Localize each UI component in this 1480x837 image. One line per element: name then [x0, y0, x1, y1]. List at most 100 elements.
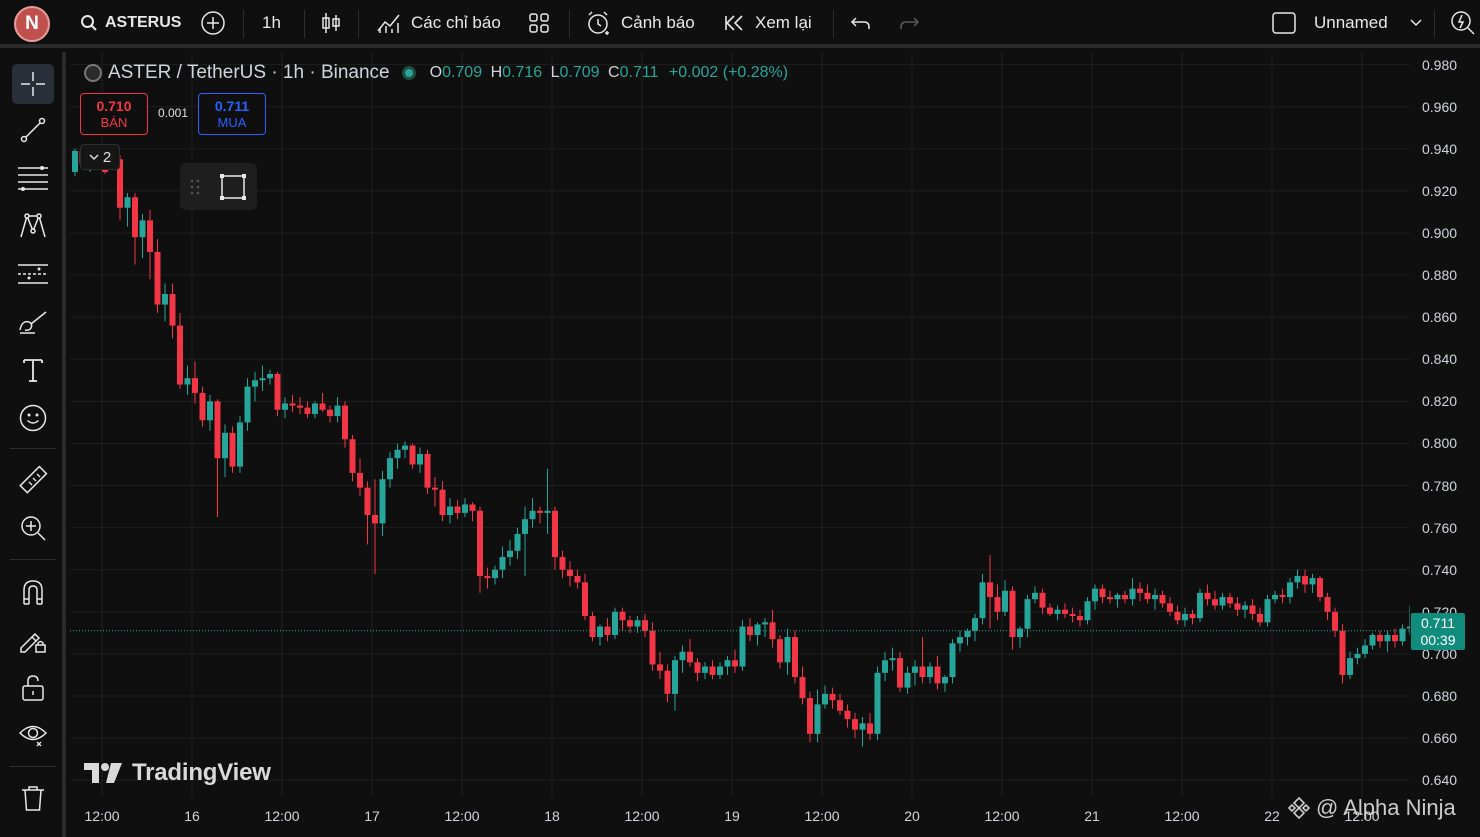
- candle: [724, 655, 731, 675]
- candle: [904, 666, 911, 694]
- magnet-tool[interactable]: [12, 572, 54, 612]
- rewind-icon: [725, 15, 743, 31]
- crosshair-icon: [21, 72, 45, 96]
- toolbar-divider: [358, 10, 359, 38]
- sell-label: BÁN: [100, 115, 128, 130]
- candle: [1399, 624, 1406, 646]
- candle-body: [462, 504, 468, 513]
- candle: [499, 546, 506, 579]
- legend-title[interactable]: ASTER / TetherUS · 1h · Binance: [108, 62, 390, 83]
- candle-body: [612, 611, 618, 635]
- candle-body: [267, 373, 273, 379]
- indicators-button[interactable]: Các chỉ báo: [376, 0, 501, 46]
- symbol-search-button[interactable]: ASTERUS: [80, 0, 181, 46]
- candle: [559, 550, 566, 579]
- candle: [1114, 592, 1121, 608]
- candle-body: [1212, 599, 1218, 606]
- candle-body: [372, 514, 378, 524]
- forecast-tool[interactable]: [12, 254, 54, 294]
- candle: [1407, 605, 1410, 635]
- layout-name: Unnamed: [1314, 13, 1388, 32]
- candle: [814, 689, 821, 743]
- chart-type-button[interactable]: [320, 0, 342, 46]
- zoom-in-icon: [21, 516, 46, 541]
- open-key: O: [429, 64, 443, 81]
- candle: [1384, 630, 1391, 652]
- candle-body: [222, 432, 228, 459]
- candle: [342, 401, 348, 448]
- candle: [1317, 576, 1323, 602]
- measure-tool[interactable]: [12, 460, 54, 500]
- smiley-icon: [19, 404, 47, 432]
- candle: [319, 392, 326, 412]
- candle-body: [319, 403, 326, 410]
- alerts-button[interactable]: Cảnh báo: [586, 0, 695, 46]
- candle-body: [192, 378, 198, 393]
- crosshair-tool[interactable]: [12, 64, 54, 104]
- redo-button[interactable]: [898, 0, 920, 46]
- layout-menu-button[interactable]: Unnamed: [1272, 0, 1422, 46]
- user-avatar[interactable]: N: [14, 6, 50, 42]
- time-axis[interactable]: 12:00 16 12:00 17 12:00 18 12:00 19 12:00 20 12:00…: [70, 797, 1480, 837]
- undo-button[interactable]: [850, 0, 872, 46]
- price-axis[interactable]: 0.980 0.960 0.940 0.920 0.900 0.880 0.860 0.840…: [1410, 52, 1480, 797]
- candle-body: [402, 445, 408, 450]
- candle-body: [619, 611, 626, 621]
- candle: [1174, 605, 1181, 625]
- candle: [409, 443, 416, 469]
- fib-retracement-tool[interactable]: [12, 158, 54, 198]
- brush-tool[interactable]: [12, 302, 54, 342]
- candle: [184, 365, 191, 396]
- lock-drawings-tool[interactable]: [12, 620, 54, 660]
- rectangle-select-icon[interactable]: [218, 172, 248, 202]
- candle-body: [709, 666, 716, 675]
- candle: [1167, 597, 1173, 617]
- candle-body: [1219, 597, 1226, 606]
- candle: [1182, 607, 1188, 627]
- change-value: +0.002 (+0.28%): [668, 64, 789, 81]
- emoji-tool[interactable]: [12, 398, 54, 438]
- templates-button[interactable]: [528, 0, 550, 46]
- compare-add-button[interactable]: [200, 0, 226, 46]
- candle-body: [559, 557, 566, 570]
- trend-line-tool[interactable]: [12, 110, 54, 150]
- candle: [1152, 588, 1158, 610]
- candle-body: [1362, 645, 1368, 654]
- price-tick-label: 0.860: [1422, 309, 1458, 326]
- candle: [304, 401, 311, 419]
- horizontal-lines-icon: [18, 166, 48, 191]
- candle: [402, 441, 408, 459]
- hide-drawings-tool[interactable]: [12, 714, 54, 754]
- candle-body: [259, 378, 266, 381]
- candle: [229, 426, 236, 473]
- interval-button[interactable]: 1h: [262, 0, 281, 46]
- candle: [717, 662, 723, 680]
- candle: [754, 622, 761, 646]
- candle-body: [514, 533, 521, 551]
- candle-body: [342, 405, 348, 440]
- text-tool[interactable]: [12, 350, 54, 390]
- candlestick-chart[interactable]: [70, 52, 1410, 797]
- candle: [934, 655, 941, 690]
- candle-body: [499, 557, 506, 570]
- candle-body: [762, 622, 768, 625]
- candle-body: [1024, 599, 1031, 629]
- candle: [784, 628, 791, 675]
- replay-button[interactable]: Xem lại: [724, 0, 812, 46]
- indicators-collapse-button[interactable]: 2: [80, 144, 120, 170]
- zoom-in-tool[interactable]: [12, 508, 54, 548]
- sell-button[interactable]: 0.710 BÁN: [80, 93, 148, 135]
- drag-handle-icon[interactable]: [190, 178, 200, 196]
- candle-body: [529, 510, 536, 520]
- pattern-tool[interactable]: [12, 206, 54, 246]
- candle-body: [927, 666, 933, 678]
- candle: [1084, 597, 1091, 625]
- candle: [1294, 569, 1301, 589]
- chart-pane[interactable]: [70, 52, 1410, 797]
- remove-drawings-tool[interactable]: [12, 778, 54, 818]
- buy-button[interactable]: 0.711 MUA: [198, 93, 266, 135]
- time-tick-label: 17: [364, 808, 380, 824]
- candle-body: [882, 660, 888, 673]
- quick-search-button[interactable]: [1450, 0, 1476, 46]
- lock-all-tool[interactable]: [12, 668, 54, 708]
